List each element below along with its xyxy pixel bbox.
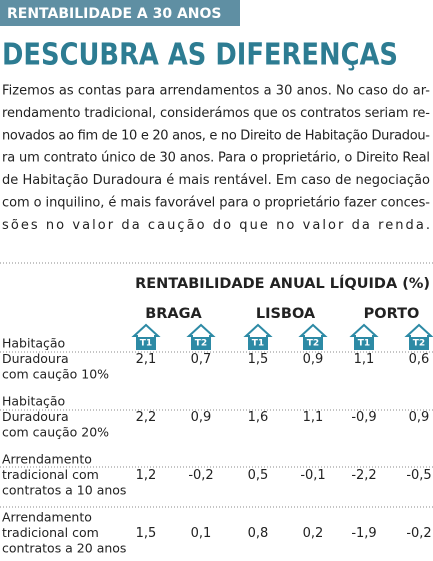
cell-value: 0,1 [191,526,212,541]
row-label: Duradoura [2,351,69,366]
cell-value: 0,5 [248,468,269,483]
cell-value: -0,2 [188,468,213,483]
intro-line: com o inquilino, é mais favorável para o… [2,196,430,211]
cell-value: 0,9 [303,352,324,367]
house-type: T1 [358,339,370,349]
cell-value: 1,2 [136,468,157,483]
row-label: contratos a 20 anos [2,541,126,556]
cell-value: 1,1 [354,352,375,367]
cell-value: -0,5 [406,468,431,483]
cell-value: 0,9 [409,410,430,425]
city: BRAGA [145,306,202,322]
cell-value: 0,8 [248,526,269,541]
intro-line: novados ao fim de 10 e 20 anos, e no Dir… [2,128,430,143]
house-type: T1 [140,339,152,349]
cell-value: 1,1 [303,410,324,425]
house-body [193,337,209,348]
row-label: Arrendamento [2,452,92,467]
cell-value: -0,9 [351,410,376,425]
intro-line: sões no valor da caução do que no valor … [2,218,430,233]
cell-value: -0,2 [406,526,431,541]
house-type: T1 [252,339,264,349]
house-type: T2 [195,339,207,349]
row-label: com caução 10% [2,367,109,382]
cell-value: 1,6 [248,410,269,425]
cell-value: -1,9 [351,526,376,541]
house-type: T2 [413,339,425,349]
cell-value: 0,7 [191,352,212,367]
intro-line: ra um contrato único de 30 anos. Para o … [2,151,430,166]
intro-line: Fizemos as contas para arrendamentos a 3… [2,84,430,99]
house-body [138,337,154,348]
cell-value: 0,6 [409,352,430,367]
city: PORTO [364,306,420,322]
title: DESCUBRA AS DIFERENÇAS [2,38,398,73]
house-type: T2 [307,339,319,349]
tag-bg [0,0,240,26]
house-body [356,337,372,348]
row-label: Habitação [2,336,65,351]
cell-value: 2,1 [136,352,157,367]
row-label: Duradoura [2,409,69,424]
row-label: tradicional com [2,467,99,482]
intro-line: de Habitação Duradoura é mais rentável. … [2,173,430,188]
tag: RENTABILIDADE A 30 ANOS [7,6,221,22]
cell-value: 0,2 [303,526,324,541]
row-label: contratos a 10 anos [2,483,126,498]
row-label: com caução 20% [2,425,109,440]
cell-value: 1,5 [136,526,157,541]
city: LISBOA [256,306,316,322]
cell-value: 2,2 [136,410,157,425]
house-body [411,337,427,348]
house-body [250,337,266,348]
cell-value: -0,1 [300,468,325,483]
cell-value: -2,2 [351,468,376,483]
cell-value: 0,9 [191,410,212,425]
house-body [305,337,321,348]
cell-value: 1,5 [248,352,269,367]
row-label: Arrendamento [2,510,92,525]
table-title: RENTABILIDADE ANUAL LÍQUIDA (%) [135,275,430,292]
intro-line: rendamento tradicional, considerámos que… [2,106,430,121]
row-label: Habitação [2,394,65,409]
row-label: tradicional com [2,525,99,540]
